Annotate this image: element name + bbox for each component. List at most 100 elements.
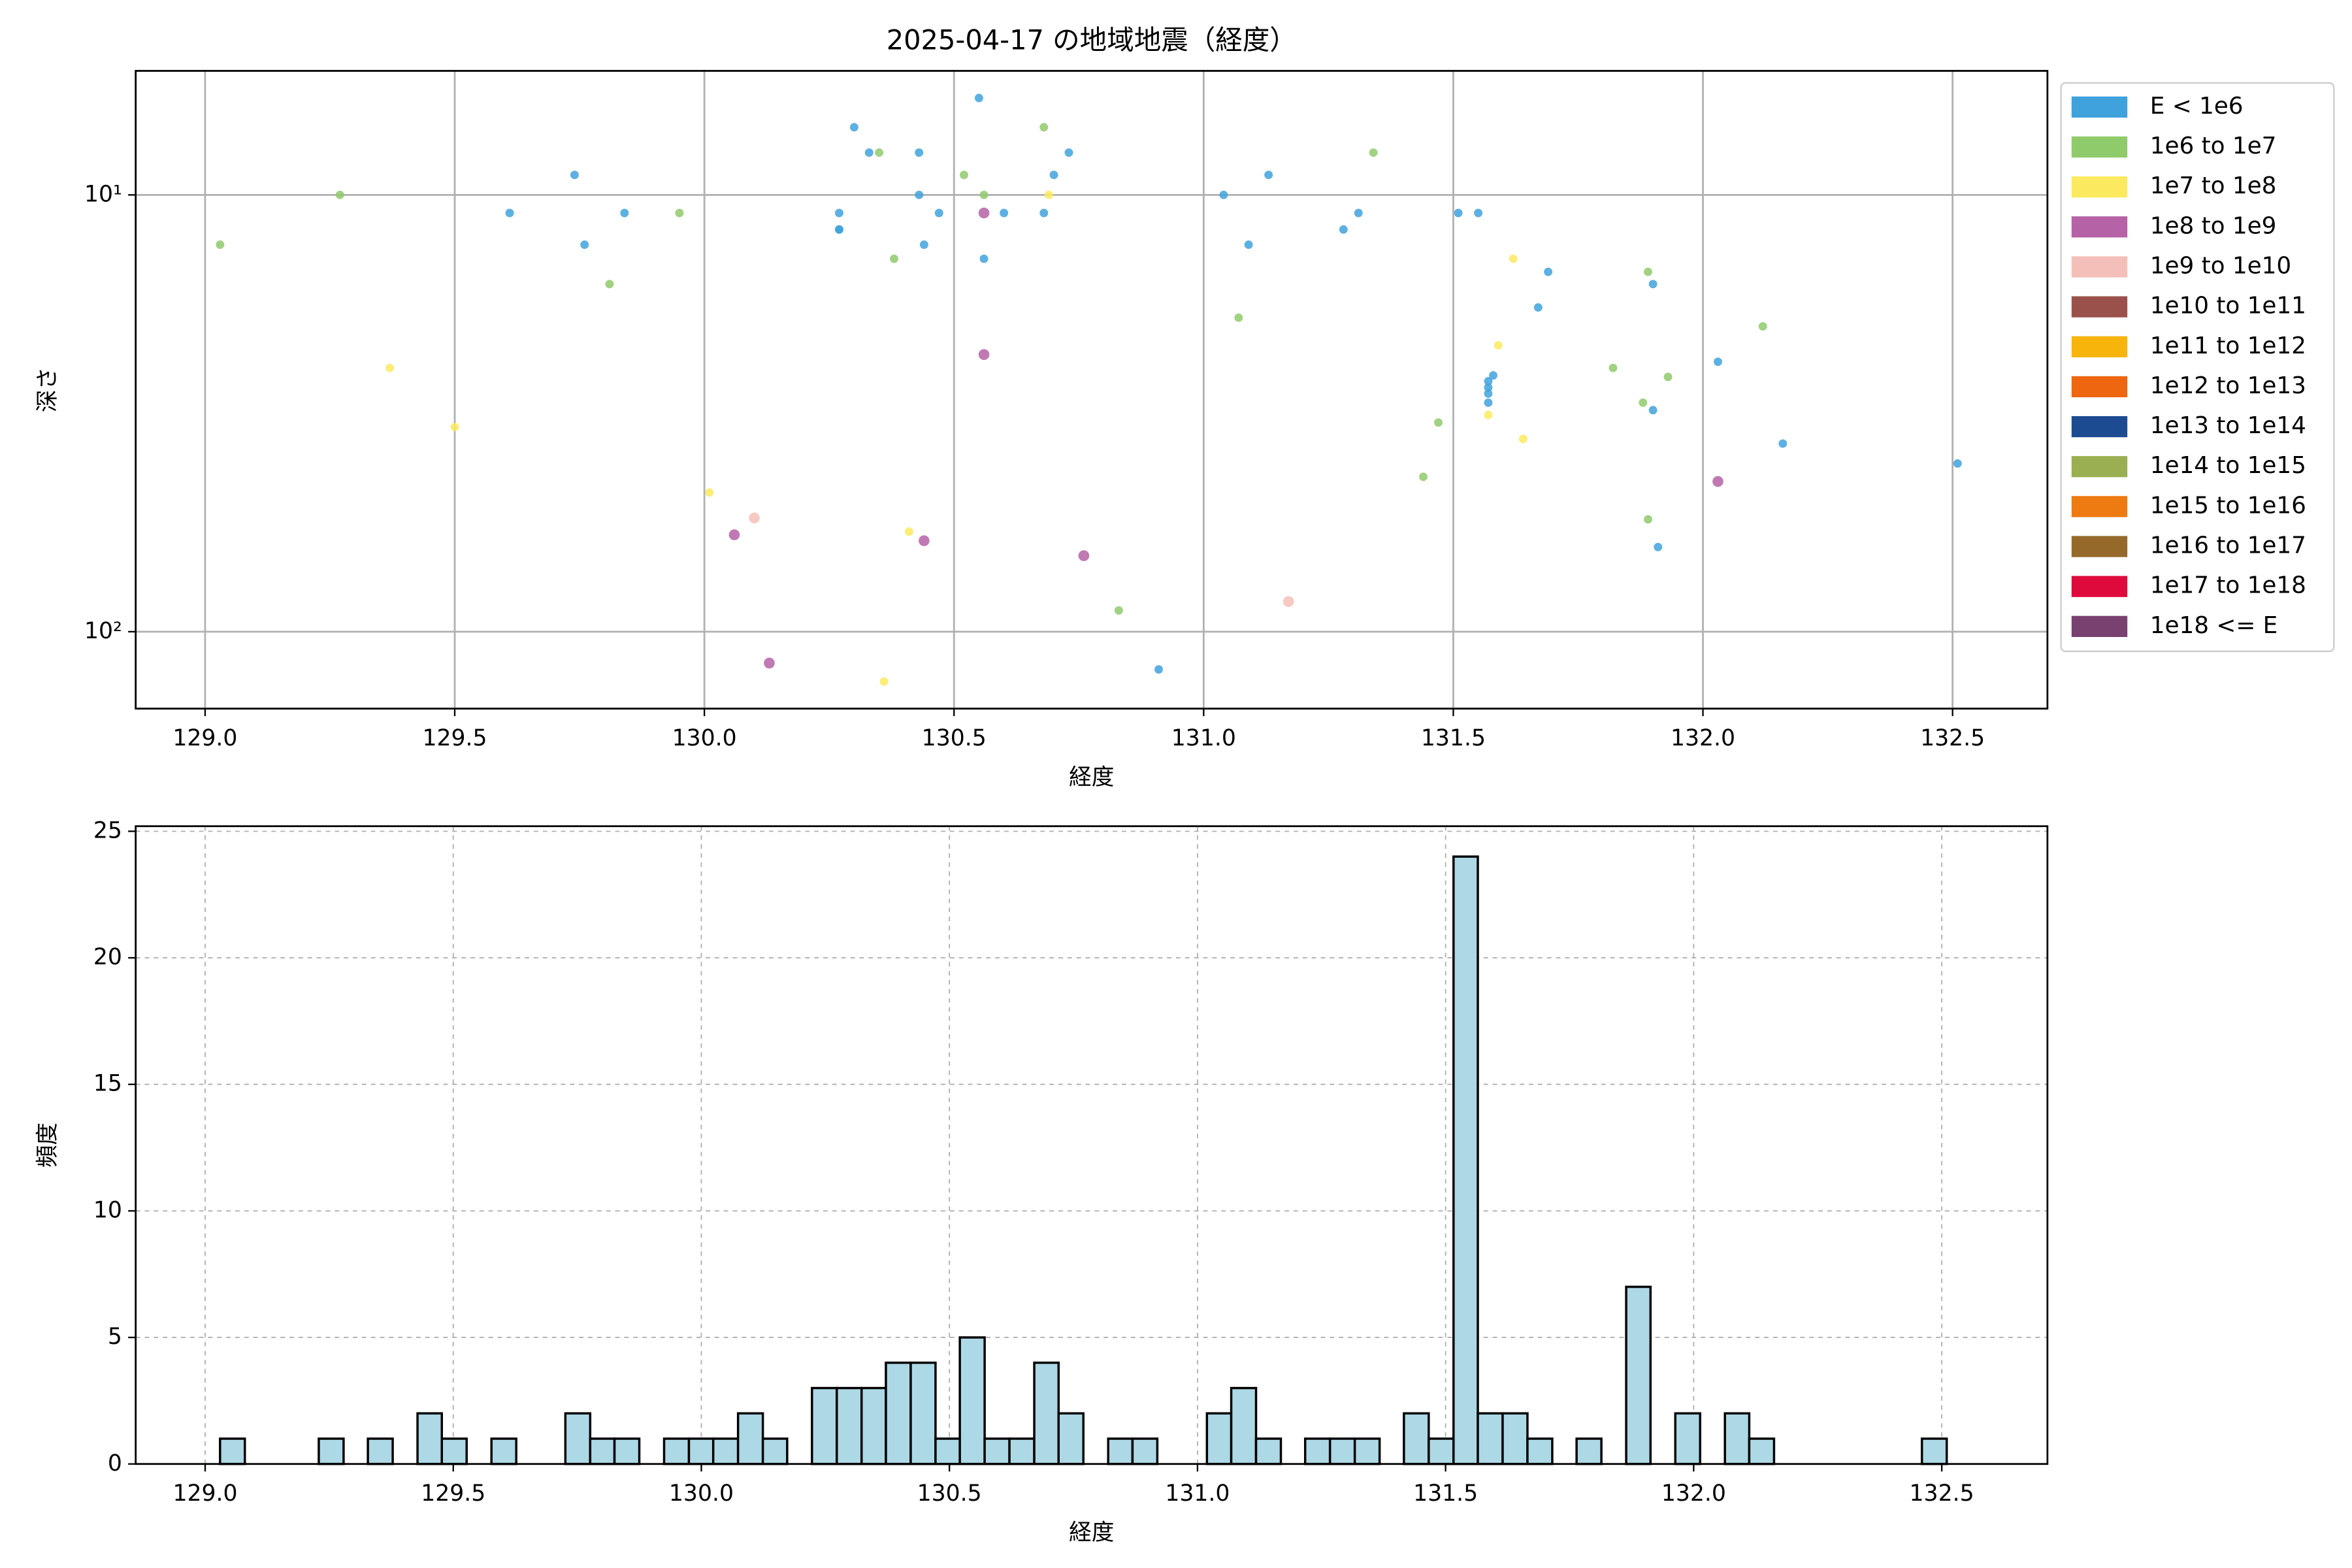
scatter-point xyxy=(978,349,990,360)
plot-frame xyxy=(135,825,2049,1465)
legend-label: 1e14 to 1e15 xyxy=(2150,452,2306,479)
legend-label: 1e15 to 1e16 xyxy=(2150,492,2306,519)
y-tick-label: 25 xyxy=(93,817,122,843)
scatter-point xyxy=(1154,665,1164,674)
scatter-point xyxy=(1078,550,1090,561)
chart-title: 2025-04-17 の地域地震（経度） xyxy=(887,24,1297,56)
x-tick-label: 131.5 xyxy=(1413,1480,1478,1507)
histogram-bar xyxy=(1452,855,1479,1465)
scatter-point xyxy=(1953,459,1962,468)
scatter-point xyxy=(1114,606,1123,615)
x-tick-label: 130.5 xyxy=(922,725,987,751)
scatter-point xyxy=(570,171,579,180)
y-tick-label: 0 xyxy=(108,1450,122,1477)
scatter-point xyxy=(849,123,858,132)
scatter-point xyxy=(1484,410,1493,419)
legend-label: 1e6 to 1e7 xyxy=(2150,133,2277,159)
histogram-bar xyxy=(1674,1412,1701,1465)
scatter-point xyxy=(1663,372,1673,382)
histogram-bar xyxy=(440,1437,468,1465)
y-tick-label: 10² xyxy=(84,618,122,644)
scatter-point xyxy=(1454,208,1463,218)
histogram-bar xyxy=(1575,1437,1603,1465)
x-tick-label: 132.5 xyxy=(1920,725,1985,751)
scatter-point xyxy=(1758,322,1767,331)
histogram-bar xyxy=(687,1437,715,1465)
scatter-point xyxy=(1339,225,1348,234)
histogram-bar xyxy=(1254,1437,1282,1465)
legend-swatch xyxy=(2071,576,2128,597)
scatter-point xyxy=(1234,313,1243,322)
scatter-point xyxy=(1648,280,1658,289)
x-tick-label: 131.5 xyxy=(1421,725,1486,751)
scatter-point xyxy=(1654,542,1663,551)
scatter-point xyxy=(450,423,459,432)
scatter-point xyxy=(1264,171,1273,180)
x-tick-label: 130.5 xyxy=(917,1480,982,1507)
legend-label: 1e16 to 1e17 xyxy=(2150,532,2306,559)
scatter-point xyxy=(915,190,924,199)
legend-swatch xyxy=(2071,376,2128,398)
x-tick-label: 129.5 xyxy=(422,725,487,751)
scatter-point xyxy=(1484,389,1493,398)
histogram-bar xyxy=(367,1437,394,1465)
histogram-bar xyxy=(1303,1437,1331,1465)
scatter-point xyxy=(605,280,614,289)
scatter-point xyxy=(1533,303,1543,312)
histogram-bar xyxy=(1107,1437,1134,1465)
histogram-bar xyxy=(219,1437,246,1465)
scatter-point xyxy=(1644,267,1652,276)
x-tick-label: 131.0 xyxy=(1171,725,1236,751)
legend-swatch xyxy=(2071,336,2128,357)
histogram-bar xyxy=(1328,1437,1356,1465)
histogram-bar xyxy=(1526,1437,1554,1465)
histogram-bar xyxy=(711,1437,740,1465)
legend-swatch xyxy=(2071,536,2128,557)
scatter-point xyxy=(890,254,898,263)
histogram-bar xyxy=(1723,1412,1751,1465)
scatter-point xyxy=(879,677,889,686)
histogram-bar xyxy=(1428,1437,1455,1465)
scatter-point xyxy=(385,363,395,372)
histogram-bar xyxy=(983,1437,1011,1465)
scatter-point xyxy=(904,527,913,536)
legend-box xyxy=(2060,82,2335,653)
legend-label: 1e7 to 1e8 xyxy=(2150,172,2277,199)
legend-swatch xyxy=(2071,216,2128,238)
scatter-point xyxy=(505,208,514,218)
scatter-point xyxy=(335,190,344,199)
scatter-point xyxy=(1049,171,1058,180)
scatter-point xyxy=(1489,371,1498,380)
scatter-point xyxy=(979,190,988,199)
scatter-point xyxy=(675,208,684,218)
scatter-point xyxy=(1282,596,1294,608)
legend-swatch xyxy=(2071,176,2128,198)
x-axis-label: 経度 xyxy=(1069,764,1114,791)
scatter-point xyxy=(1000,208,1009,218)
histogram-bar xyxy=(1230,1386,1258,1465)
histogram-bar xyxy=(1057,1412,1085,1465)
scatter-point xyxy=(1484,398,1493,407)
scatter-point xyxy=(1518,434,1527,444)
y-tick-label: 15 xyxy=(93,1071,122,1097)
x-tick-label: 130.0 xyxy=(672,725,737,751)
histogram-bar xyxy=(1353,1437,1381,1465)
histogram-bar xyxy=(885,1362,912,1465)
plot-frame xyxy=(135,70,2049,710)
scatter-point xyxy=(1712,476,1723,487)
scatter-point xyxy=(580,240,589,249)
legend-label: 1e11 to 1e12 xyxy=(2150,333,2306,359)
scatter-point xyxy=(1644,515,1652,524)
x-tick-label: 132.5 xyxy=(1910,1480,1974,1507)
histogram-bar xyxy=(1008,1437,1036,1465)
histogram-bar xyxy=(1748,1437,1776,1465)
histogram-bar xyxy=(836,1386,863,1465)
scatter-point xyxy=(1544,267,1553,276)
histogram-bar xyxy=(490,1437,517,1465)
scatter-point xyxy=(1778,439,1788,448)
scatter-point xyxy=(216,240,225,249)
x-axis-label: 経度 xyxy=(1069,1520,1114,1546)
histogram-bar xyxy=(318,1437,345,1465)
